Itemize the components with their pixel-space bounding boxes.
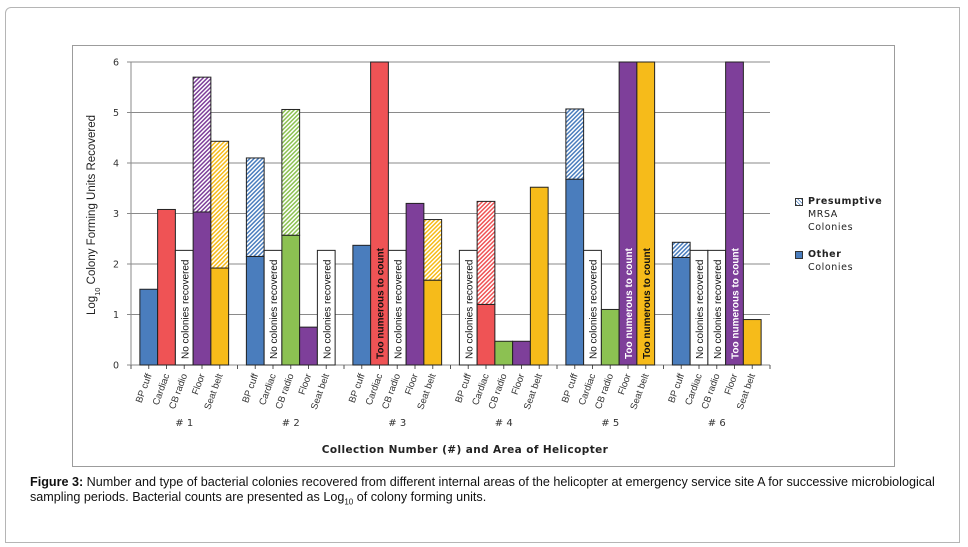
y-tick-label: 1 <box>113 310 119 321</box>
bar-other-colonies <box>139 288 159 366</box>
legend-item-mrsa: Presumptive MRSA Colonies <box>795 195 882 234</box>
x-category-label: Floor <box>190 372 208 396</box>
no-colonies-label: No colonies recovered <box>180 260 191 360</box>
bar-other-colonies <box>494 340 514 366</box>
no-colonies-label: No colonies recovered <box>695 260 706 360</box>
legend-label: Colonies <box>808 222 854 233</box>
group-label: # 1 <box>175 418 193 429</box>
legend-label: Presumptive <box>808 196 883 207</box>
bar-other-colonies <box>742 319 762 366</box>
bar-mrsa-colonies <box>565 108 585 180</box>
no-colonies-label: No colonies recovered <box>393 260 404 360</box>
bar-no-colonies <box>316 249 336 366</box>
bar-mrsa-colonies <box>192 76 212 213</box>
y-tick-label: 2 <box>113 260 119 271</box>
too-numerous-label: Too numerous to count <box>376 247 387 359</box>
no-colonies-label: No colonies recovered <box>269 260 280 360</box>
bar-other-colonies <box>281 234 301 366</box>
caption-subscript: 10 <box>344 497 354 507</box>
y-tick-label: 6 <box>113 58 119 69</box>
x-category-label: Floor <box>297 372 315 396</box>
bar-no-colonies <box>583 249 602 366</box>
x-category-label: Floor <box>616 372 634 396</box>
no-colonies-label: No colonies recovered <box>322 260 333 360</box>
bar-other-colonies <box>512 340 531 366</box>
bar-other-colonies <box>245 255 265 366</box>
x-axis-title: Collection Number (#) and Area of Helico… <box>322 444 609 456</box>
too-numerous-label: Too numerous to count <box>642 247 653 359</box>
too-numerous-label: Too numerous to count <box>624 247 635 359</box>
bar-mrsa-colonies <box>281 108 301 236</box>
group-label: # 3 <box>388 418 406 429</box>
y-axis-title: Log10 Colony Forming Units Recovered <box>86 115 102 315</box>
chart-legend: Presumptive MRSA Colonies Other Colonies <box>795 195 882 284</box>
bar-mrsa-colonies <box>245 157 265 257</box>
bar-other-colonies <box>352 244 372 366</box>
y-tick-label: 5 <box>113 108 119 119</box>
legend-label: Other <box>808 249 842 260</box>
caption-text: Number and type of bacterial colonies re… <box>30 475 935 504</box>
bar-mrsa-colonies <box>210 140 230 269</box>
bar-other-colonies <box>192 211 212 366</box>
group-label: # 5 <box>601 418 619 429</box>
no-colonies-label: No colonies recovered <box>589 260 600 360</box>
caption-text-end: of colony forming units. <box>353 490 487 504</box>
solid-swatch-icon <box>795 251 803 259</box>
bar-mrsa-colonies <box>423 219 443 281</box>
bar-mrsa-colonies <box>476 200 496 305</box>
bar-other-colonies <box>405 202 425 366</box>
bar-other-colonies <box>423 279 443 366</box>
bar-other-colonies <box>210 267 230 366</box>
group-label: # 2 <box>282 418 300 429</box>
bar-other-colonies <box>157 208 176 366</box>
bar-other-colonies <box>636 61 656 366</box>
no-colonies-label: No colonies recovered <box>464 260 475 360</box>
x-category-label: Floor <box>510 372 528 396</box>
legend-label: MRSA <box>808 209 838 220</box>
chart-frame <box>72 45 895 467</box>
bar-other-colonies <box>565 178 585 366</box>
group-label: # 6 <box>708 418 726 429</box>
x-category-label: Floor <box>723 372 741 396</box>
bar-mrsa-colonies <box>671 241 691 258</box>
bar-other-colonies <box>299 326 318 366</box>
y-tick-label: 3 <box>113 209 119 220</box>
y-tick-label: 4 <box>113 159 119 170</box>
figure-label: Figure 3: <box>30 475 84 489</box>
figure-frame <box>5 7 960 543</box>
legend-item-other: Other Colonies <box>795 248 882 274</box>
y-tick-label: 0 <box>113 361 119 372</box>
bar-other-colonies <box>600 308 620 366</box>
figure-caption: Figure 3: Number and type of bacterial c… <box>30 475 950 510</box>
no-colonies-label: No colonies recovered <box>713 260 724 360</box>
bar-other-colonies <box>671 256 691 366</box>
bar-other-colonies <box>370 61 389 366</box>
bar-other-colonies <box>725 61 744 366</box>
legend-label: Colonies <box>808 262 854 273</box>
x-category-label: Floor <box>403 372 421 396</box>
bar-other-colonies <box>476 303 496 366</box>
hatched-swatch-icon <box>795 198 803 206</box>
too-numerous-label: Too numerous to count <box>731 247 742 359</box>
bar-other-colonies <box>529 186 549 366</box>
group-label: # 4 <box>495 418 513 429</box>
